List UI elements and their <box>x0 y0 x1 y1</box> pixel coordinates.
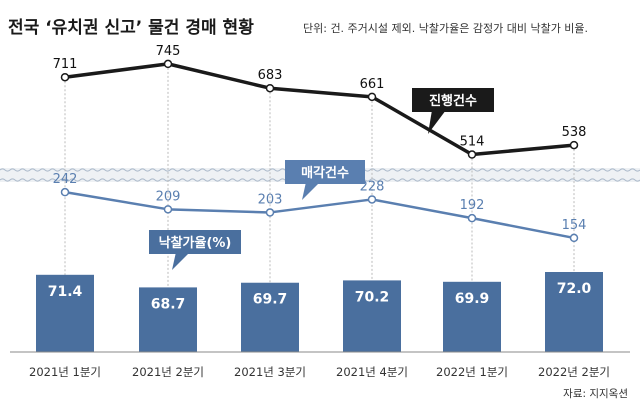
chart-title: 전국 ‘유치권 신고’ 물건 경매 현황 <box>8 18 254 38</box>
callout-sold-pointer <box>302 182 320 200</box>
total-value-label: 745 <box>156 44 181 59</box>
total-value-label: 538 <box>562 125 587 140</box>
rate-bar <box>241 282 299 352</box>
sold-point <box>467 213 477 223</box>
sold-point <box>60 187 70 197</box>
callout-total-pointer <box>428 110 446 134</box>
x-tick-label: 2022년 1분기 <box>436 365 508 379</box>
total-line <box>64 62 575 157</box>
callout-sold-box <box>285 160 365 184</box>
x-tick-label: 2021년 1분기 <box>29 365 101 379</box>
x-tick-label: 2022년 2분기 <box>538 365 610 379</box>
total-value-label: 711 <box>53 57 78 72</box>
sold-point <box>367 195 377 204</box>
x-tick-label: 2021년 4분기 <box>336 365 408 379</box>
x-tick-label: 2021년 2분기 <box>132 365 204 379</box>
sold-point <box>265 208 275 217</box>
rate-bar-label: 70.2 <box>355 289 390 305</box>
total-value-label: 683 <box>258 68 283 83</box>
x-tick-label: 2021년 3분기 <box>234 365 306 379</box>
callout-rate-label: 낙찰가율(%) <box>159 235 232 251</box>
total-point <box>265 83 275 93</box>
rate-bar-label: 72.0 <box>557 281 592 297</box>
rate-bar <box>443 281 501 352</box>
rate-bar-label: 69.7 <box>253 292 288 308</box>
sold-value-label: 203 <box>258 192 283 207</box>
sold-value-label: 228 <box>360 179 385 194</box>
sold-value-label: 154 <box>562 218 587 233</box>
total-point <box>467 150 477 159</box>
callout-total-label: 진행건수 <box>429 93 477 109</box>
total-point <box>60 72 70 82</box>
source-note: 자료: 지지옥션 <box>563 388 628 400</box>
rate-bar <box>545 272 603 352</box>
sold-value-label: 242 <box>53 172 78 187</box>
callout-sold: 매각건수 <box>285 160 365 200</box>
callout-total: 진행건수 <box>412 88 494 134</box>
rate-bar-label: 68.7 <box>151 296 186 312</box>
total-value-label: 514 <box>460 135 485 150</box>
sold-value-label: 192 <box>460 198 485 213</box>
callout-sold-label: 매각건수 <box>301 165 349 181</box>
total-point <box>163 59 173 69</box>
rate-bar <box>36 274 94 352</box>
rate-bar-label: 69.9 <box>455 291 490 307</box>
sold-value-label: 209 <box>156 189 181 204</box>
total-point <box>367 92 377 102</box>
sold-line <box>64 190 575 240</box>
rate-bar <box>139 287 197 352</box>
chart-subtitle: 단위: 건. 주거시설 제외. 낙찰가율은 감정가 대비 낙찰가 비율. <box>303 22 588 35</box>
total-value-label: 661 <box>360 77 385 92</box>
rate-bar-label: 71.4 <box>48 284 83 300</box>
sold-point <box>163 205 173 214</box>
callout-rate-pointer <box>172 252 190 270</box>
callout-rate-box <box>149 230 241 254</box>
sold-point <box>569 233 579 243</box>
callout-total-box <box>412 88 494 112</box>
total-point <box>569 140 579 150</box>
rate-bar <box>343 280 401 352</box>
callout-rate: 낙찰가율(%) <box>149 230 241 270</box>
